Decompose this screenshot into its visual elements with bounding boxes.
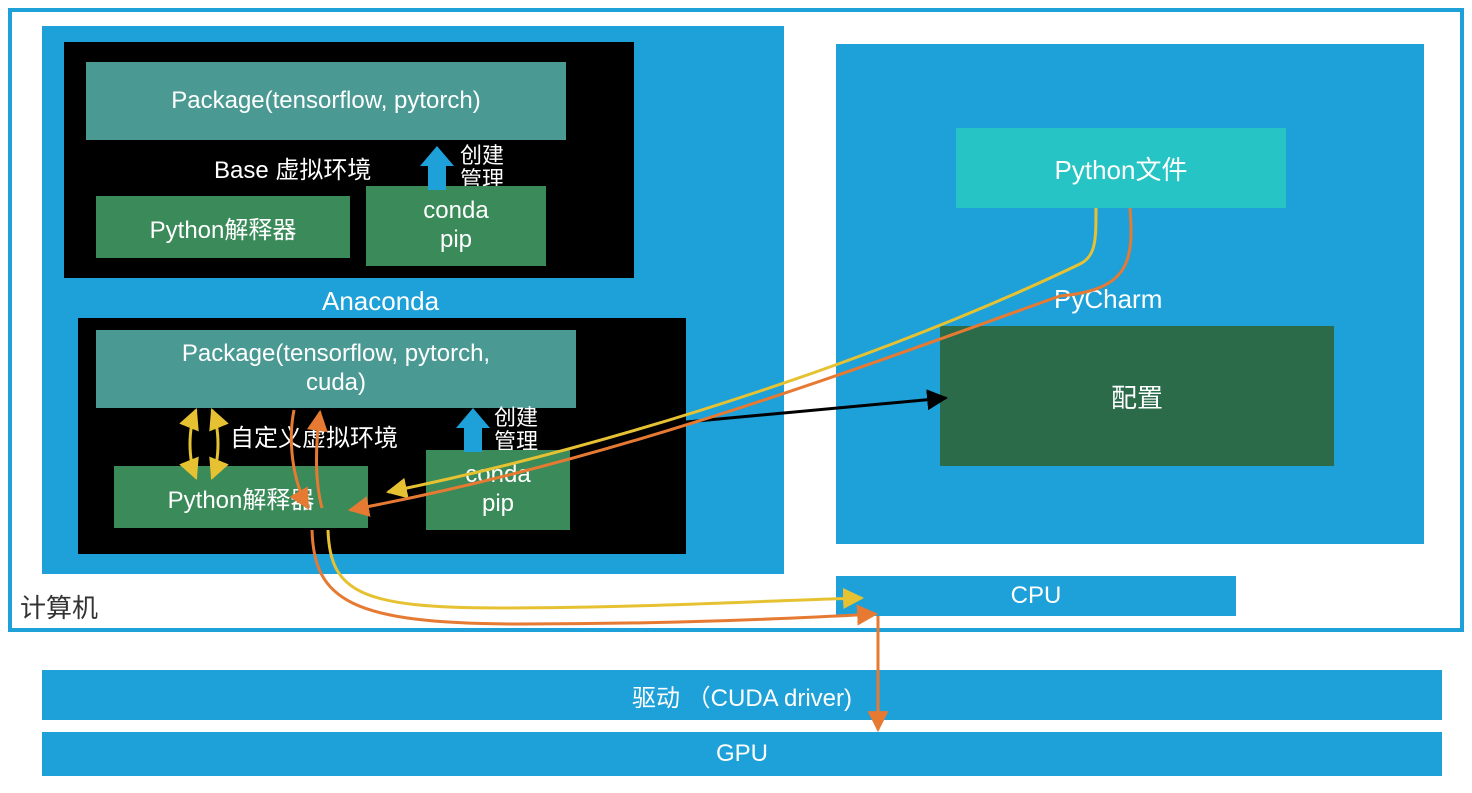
- gpu-box: GPU: [42, 732, 1442, 776]
- python-file-box: Python文件: [956, 128, 1286, 208]
- custom-env-label: 自定义虚拟环境: [230, 418, 398, 453]
- base-conda-pip-box: conda pip: [366, 186, 546, 266]
- driver-box: 驱动 （CUDA driver): [42, 670, 1442, 720]
- custom-interpreter-box: Python解释器: [114, 466, 368, 528]
- computer-label: 计算机: [20, 588, 98, 625]
- base-interpreter-box: Python解释器: [96, 196, 350, 258]
- custom-create-manage-label: 创建 管理: [494, 406, 538, 454]
- custom-package-box: Package(tensorflow, pytorch, cuda): [96, 330, 576, 408]
- base-package-box: Package(tensorflow, pytorch): [86, 62, 566, 140]
- custom-conda-pip-box: conda pip: [426, 450, 570, 530]
- pycharm-label: PyCharm: [1054, 284, 1162, 315]
- cpu-box: CPU: [836, 576, 1236, 616]
- anaconda-label: Anaconda: [322, 286, 439, 317]
- base-env-label: Base 虚拟环境: [214, 150, 371, 185]
- config-box: 配置: [940, 326, 1334, 466]
